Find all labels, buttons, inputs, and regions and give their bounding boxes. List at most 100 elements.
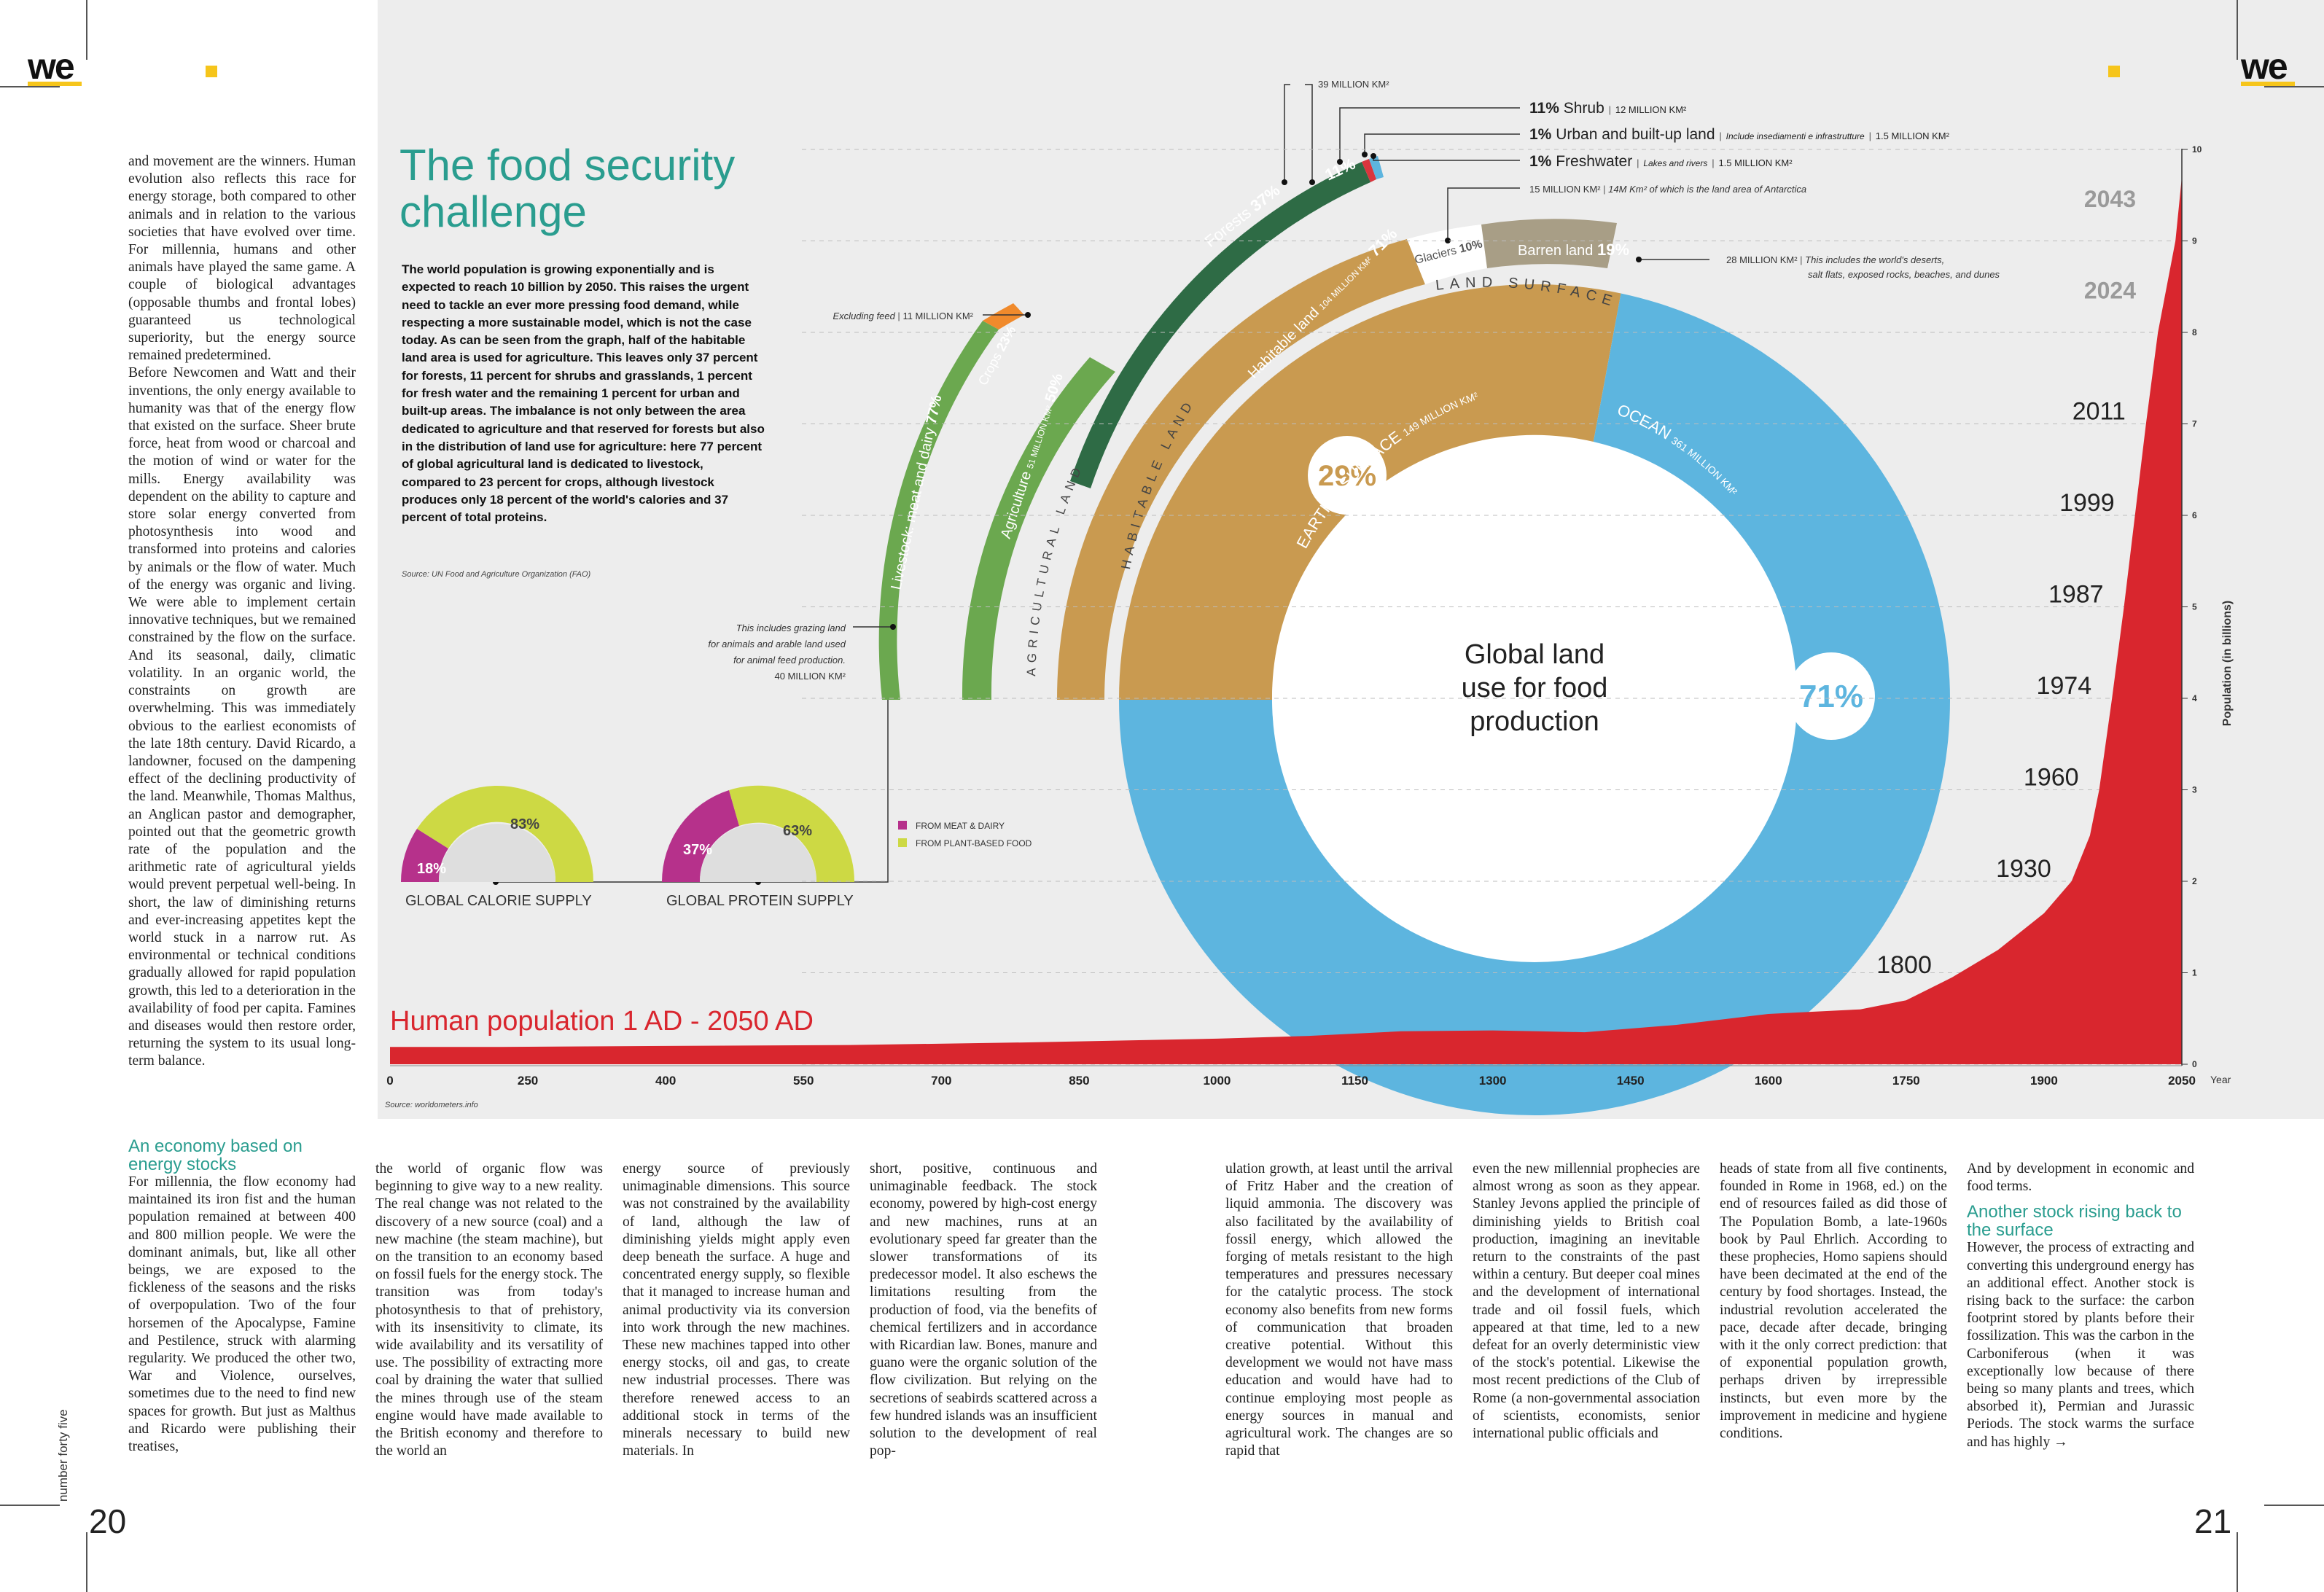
livestock-callout-line: for animals and arable land used — [708, 639, 846, 649]
article-paragraph: and movement are the winners. Human evol… — [128, 154, 356, 364]
barren-label: Barren land 19% — [1518, 241, 1629, 259]
forests-slice — [1070, 162, 1370, 488]
logo-underline — [2241, 82, 2295, 86]
calorie-label: GLOBAL CALORIE SUPPLY — [405, 893, 592, 909]
yellow-square-icon — [206, 66, 217, 77]
article-column-7: heads of state from all five continents,… — [1720, 1160, 1947, 1443]
article-column-8: And by development in economic and food … — [1967, 1160, 2194, 1451]
x-tick-label: 250 — [518, 1074, 538, 1088]
habitable-band — [1056, 219, 1617, 700]
trim-mark — [2237, 1532, 2238, 1592]
trim-mark — [86, 1532, 87, 1592]
article-paragraph: short, positive, continuous and unimagin… — [870, 1161, 1097, 1459]
ocean-slice — [1119, 293, 1950, 1116]
article-column-1: An economy based on energy stocks For mi… — [128, 1137, 356, 1456]
x-tick-label: 0 — [386, 1074, 393, 1088]
y-tick-label: 9 — [2192, 236, 2197, 246]
ocean-pct: 71% — [1799, 679, 1863, 714]
y-tick-label: 8 — [2192, 327, 2197, 337]
glaciers-callout: 15 MILLION KM² | 14M Km² of which is the… — [1529, 184, 1806, 195]
title-line: The food security — [399, 141, 736, 190]
source-population: Source: worldometers.info — [385, 1101, 478, 1109]
x-tick-label: 2050 — [2168, 1074, 2196, 1088]
year-annotation: 1987 — [2048, 581, 2104, 609]
protein-meat-slice — [661, 790, 739, 882]
article-paragraph: However, the process of extracting and c… — [1967, 1240, 2194, 1450]
y-tick-label: 0 — [2192, 1059, 2197, 1069]
article-paragraph: even the new millennial prophecies are a… — [1473, 1161, 1700, 1442]
glaciers-slice — [1407, 225, 1487, 284]
forest-band — [1070, 156, 1384, 488]
y-tick-label: 7 — [2192, 419, 2197, 429]
article-paragraph: heads of state from all five continents,… — [1720, 1161, 1947, 1442]
logo-left: we — [28, 46, 75, 87]
article-column-6: even the new millennial prophecies are a… — [1473, 1160, 1700, 1443]
habitable-slice — [1056, 239, 1425, 700]
article-left-column: and movement are the winners. Human evol… — [128, 153, 356, 1071]
infographic-title: The food security challenge — [399, 142, 735, 235]
forests-note: 39 MILLION KM² — [1318, 79, 1389, 90]
x-tick-label: 1150 — [1341, 1074, 1368, 1088]
trim-mark — [2264, 86, 2324, 87]
x-tick-label: 1300 — [1479, 1074, 1507, 1088]
center-label-line: Global land — [1465, 639, 1604, 670]
shrub-callout: 11% Shrub | 12 MILLION KM² — [1529, 100, 1687, 117]
article-paragraph: the world of organic flow was beginning … — [375, 1161, 603, 1459]
y-tick-label: 2 — [2192, 876, 2197, 886]
ring-center — [1272, 437, 1797, 962]
source-fao: Source: UN Food and Agriculture Organiza… — [402, 570, 591, 579]
crops-callout: Excluding feed | 11 MILLION KM² — [833, 311, 974, 321]
freshwater-callout: 1% Freshwater | Lakes and rivers | 1.5 M… — [1529, 153, 1793, 170]
gauge-hub — [439, 824, 555, 882]
livestock-callout-line: This includes grazing land — [736, 623, 846, 633]
calorie-plant-pct: 83% — [510, 816, 539, 832]
x-tick-label: 700 — [931, 1074, 951, 1088]
y-tick-label: 10 — [2192, 144, 2202, 155]
article-column-3: energy source of previously unimaginable… — [623, 1160, 850, 1460]
y-tick-label: 5 — [2192, 602, 2197, 612]
trim-mark — [0, 1505, 60, 1506]
year-annotation: 2011 — [2073, 398, 2126, 426]
article-column-5: ulation growth, at least until the arriv… — [1225, 1160, 1453, 1460]
barren-callout: 28 MILLION KM² | This includes the world… — [1726, 254, 1944, 265]
x-tick-label: 1000 — [1204, 1074, 1231, 1088]
gauge-hub — [700, 824, 816, 882]
barren-slice — [1481, 219, 1617, 268]
y-tick-label: 4 — [2192, 693, 2197, 703]
logo-underline — [28, 82, 82, 86]
article-paragraph: For millennia, the flow economy had main… — [128, 1174, 356, 1455]
protein-meat-pct: 37% — [683, 842, 712, 858]
urban-callout: 1% Urban and built-up land | Include ins… — [1529, 126, 1950, 143]
livestock-label: Livestock: meat and dairy 77% — [888, 394, 945, 591]
calorie-plant-slice — [417, 785, 593, 882]
calorie-gauge: 18% 83% GLOBAL CALORIE SUPPLY — [401, 785, 593, 909]
legend-swatch-meat — [898, 821, 907, 830]
population-chart-title: Human population 1 AD - 2050 AD — [390, 1006, 814, 1037]
article-column-4: short, positive, continuous and unimagin… — [870, 1160, 1097, 1460]
protein-plant-pct: 63% — [783, 823, 812, 839]
year-annotation: 2043 — [2084, 186, 2136, 212]
center-label-line: production — [1470, 706, 1599, 737]
article-paragraph: ulation growth, at least until the arriv… — [1225, 1161, 1453, 1459]
section-heading: An economy based on energy stocks — [128, 1136, 303, 1174]
ocean-pct-badge — [1787, 652, 1875, 740]
freshwater-slice — [1369, 156, 1384, 179]
y-tick-label: 6 — [2192, 510, 2197, 520]
page-number-left: 20 — [89, 1502, 127, 1540]
logo-right: we — [2241, 46, 2288, 87]
livestock-callout-line: for animal feed production. — [733, 655, 846, 666]
x-tick-label: 1600 — [1755, 1074, 1782, 1088]
year-annotation: 1930 — [1996, 855, 2051, 883]
protein-gauge: 37% 63% GLOBAL PROTEIN SUPPLY — [661, 785, 855, 909]
yellow-square-icon — [2108, 66, 2120, 77]
protein-plant-slice — [729, 785, 855, 882]
title-line: challenge — [399, 187, 587, 236]
calorie-meat-pct: 18% — [417, 861, 446, 877]
y-tick-label: 1 — [2192, 968, 2197, 978]
y-tick-label: 3 — [2192, 785, 2197, 795]
trim-mark — [0, 86, 60, 87]
calorie-meat-slice — [401, 829, 448, 882]
